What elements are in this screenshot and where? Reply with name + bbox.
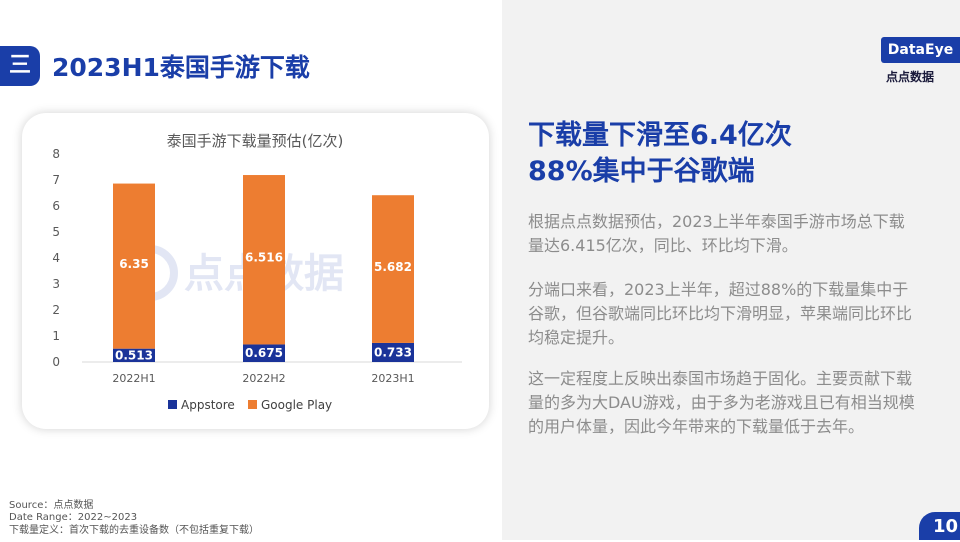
y-tick-label: 2 — [52, 303, 60, 317]
bar-googleplay — [372, 195, 414, 343]
legend: Appstore Google Play — [168, 398, 332, 412]
data-label: 0.733 — [374, 345, 412, 359]
bar-appstore — [372, 342, 414, 362]
page-title: 2023H1泰国手游下载 — [52, 53, 310, 82]
data-label: 6.516 — [245, 251, 283, 265]
y-tick-label: 4 — [52, 251, 60, 265]
paragraph-2: 分端口来看，2023上半年，超过88%的下载量集中于谷歌，但谷歌端同比环比均下滑… — [528, 280, 913, 347]
y-tick-label: 3 — [52, 277, 60, 291]
x-tick-label: 2022H2 — [242, 372, 285, 385]
y-tick-label: 8 — [52, 147, 60, 161]
data-label: 5.682 — [374, 260, 412, 274]
bar-appstore — [113, 348, 155, 362]
bar-googleplay — [243, 175, 285, 345]
paragraph-1: 根据点点数据预估，2023上半年泰国手游市场总下载量达6.415亿次，同比、环比… — [528, 212, 905, 255]
headline-line2: 88%集中于谷歌端 — [528, 156, 755, 187]
diandian-logo: 点点数据 — [886, 70, 935, 84]
y-tick-label: 1 — [52, 329, 60, 343]
legend-swatch-appstore — [168, 400, 177, 409]
bar-appstore — [243, 344, 285, 362]
page-number: 10 — [919, 512, 960, 540]
x-axis: 2022H1 2022H2 2023H1 — [112, 372, 414, 385]
right-panel — [502, 0, 960, 540]
legend-label: Appstore — [181, 398, 235, 412]
data-label: 0.513 — [115, 348, 153, 362]
y-tick-label: 6 — [52, 199, 60, 213]
x-tick-label: 2022H1 — [112, 372, 155, 385]
x-tick-label: 2023H1 — [371, 372, 414, 385]
menu-icon: 三 — [0, 46, 40, 86]
y-tick-label: 7 — [52, 173, 60, 187]
y-tick-label: 5 — [52, 225, 60, 239]
headline-line1: 下载量下滑至6.4亿次 — [528, 120, 792, 151]
definition-line: 下载量定义：首次下载的去重设备数（不包括重复下载） — [9, 525, 259, 536]
source-line: Source：点点数据 — [9, 500, 94, 511]
bars: 0.513 6.35 0.675 6.516 0.733 5.682 — [113, 175, 414, 362]
headline: 下载量下滑至6.4亿次 88%集中于谷歌端 — [528, 118, 792, 190]
y-axis: 0 1 2 3 4 5 6 7 8 — [52, 147, 60, 369]
watermark: 点点数据 — [122, 245, 344, 301]
paragraph-3: 这一定程度上反映出泰国市场趋于固化。主要贡献下载量的多为大DAU游戏，由于多为老… — [528, 369, 915, 436]
legend-swatch-googleplay — [248, 400, 257, 409]
chart-title: 泰国手游下载量预估(亿次) — [167, 132, 344, 150]
data-label: 6.35 — [119, 257, 149, 271]
legend-label: Google Play — [261, 398, 332, 412]
date-range-line: Date Range：2022~2023 — [9, 512, 138, 523]
bar-googleplay — [113, 183, 155, 349]
data-label: 0.675 — [245, 346, 283, 360]
dataeye-logo: DataEye — [881, 37, 960, 63]
y-tick-label: 0 — [52, 355, 60, 369]
